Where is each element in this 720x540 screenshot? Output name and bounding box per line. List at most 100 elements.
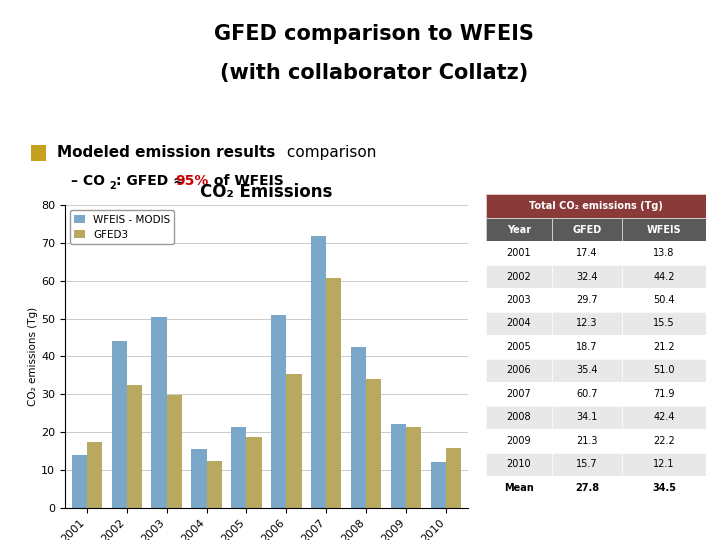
Text: 34.1: 34.1: [576, 413, 598, 422]
Bar: [622, 406, 706, 429]
Text: 15.5: 15.5: [653, 319, 675, 328]
Text: 32.4: 32.4: [576, 272, 598, 281]
Text: 2: 2: [109, 181, 116, 191]
Text: 2005: 2005: [507, 342, 531, 352]
Bar: [486, 359, 552, 382]
Bar: [622, 382, 706, 406]
Text: Mean: Mean: [504, 483, 534, 493]
Bar: [166, 395, 181, 508]
Bar: [552, 453, 622, 476]
Text: 2001: 2001: [507, 248, 531, 258]
Legend: WFEIS - MODIS, GFED3: WFEIS - MODIS, GFED3: [70, 211, 174, 244]
Bar: [552, 265, 622, 288]
Text: comparison: comparison: [282, 145, 376, 160]
Text: GFED: GFED: [572, 225, 602, 234]
Bar: [246, 437, 261, 508]
Bar: [207, 461, 222, 508]
Text: 35.4: 35.4: [576, 366, 598, 375]
Text: 2003: 2003: [507, 295, 531, 305]
Bar: [552, 359, 622, 382]
Bar: [622, 218, 706, 241]
Text: of WFEIS: of WFEIS: [209, 174, 284, 188]
Bar: [622, 312, 706, 335]
Text: – CO: – CO: [71, 174, 105, 188]
Text: (with collaborator Collatz): (with collaborator Collatz): [220, 63, 528, 83]
Bar: [486, 288, 552, 312]
Bar: [486, 476, 552, 500]
Text: 2007: 2007: [507, 389, 531, 399]
Bar: [486, 382, 552, 406]
Text: 29.7: 29.7: [576, 295, 598, 305]
Bar: [486, 312, 552, 335]
Bar: [486, 265, 552, 288]
Bar: [446, 448, 462, 508]
Bar: [486, 476, 552, 500]
Bar: [622, 429, 706, 453]
Text: 95%: 95%: [176, 174, 209, 188]
Bar: [552, 406, 622, 429]
Bar: [552, 429, 622, 453]
Bar: [622, 335, 706, 359]
Bar: [622, 241, 706, 265]
Text: : GFED ≈: : GFED ≈: [116, 174, 185, 188]
Bar: [391, 424, 406, 508]
Bar: [622, 288, 706, 312]
Bar: [486, 218, 552, 241]
Text: 12.1: 12.1: [653, 460, 675, 469]
Bar: [271, 315, 287, 508]
Text: 2010: 2010: [507, 460, 531, 469]
Bar: [486, 406, 552, 429]
Bar: [151, 317, 166, 508]
Text: 71.9: 71.9: [653, 389, 675, 399]
Bar: [486, 406, 552, 429]
Bar: [351, 347, 366, 508]
Bar: [486, 194, 706, 218]
Bar: [311, 236, 326, 508]
Bar: [486, 453, 552, 476]
Bar: [622, 429, 706, 453]
Bar: [287, 374, 302, 508]
Bar: [622, 241, 706, 265]
Bar: [552, 288, 622, 312]
Bar: [486, 218, 552, 241]
Bar: [552, 265, 622, 288]
Text: 50.4: 50.4: [653, 295, 675, 305]
Bar: [622, 476, 706, 500]
Text: 2004: 2004: [507, 319, 531, 328]
Text: WFEIS: WFEIS: [647, 225, 681, 234]
Bar: [486, 359, 552, 382]
Bar: [622, 265, 706, 288]
Bar: [622, 265, 706, 288]
Bar: [86, 442, 102, 508]
Bar: [622, 476, 706, 500]
Bar: [622, 359, 706, 382]
Bar: [326, 278, 341, 508]
Bar: [622, 288, 706, 312]
Bar: [486, 194, 706, 218]
Bar: [486, 312, 552, 335]
Bar: [622, 453, 706, 476]
Bar: [552, 476, 622, 500]
Y-axis label: CO₂ emissions (Tg): CO₂ emissions (Tg): [28, 307, 38, 406]
Bar: [552, 312, 622, 335]
Text: 51.0: 51.0: [653, 366, 675, 375]
Text: Total CO₂ emissions (Tg): Total CO₂ emissions (Tg): [529, 201, 662, 211]
Bar: [622, 312, 706, 335]
Bar: [552, 382, 622, 406]
Bar: [552, 406, 622, 429]
Text: 18.7: 18.7: [576, 342, 598, 352]
Bar: [622, 406, 706, 429]
Bar: [231, 428, 246, 508]
Bar: [192, 449, 207, 508]
Bar: [552, 335, 622, 359]
Bar: [622, 453, 706, 476]
Bar: [552, 312, 622, 335]
Bar: [552, 382, 622, 406]
Bar: [552, 429, 622, 453]
Text: 2002: 2002: [507, 272, 531, 281]
Text: 12.3: 12.3: [576, 319, 598, 328]
Bar: [622, 218, 706, 241]
Bar: [552, 335, 622, 359]
Bar: [112, 341, 127, 508]
Bar: [552, 218, 622, 241]
